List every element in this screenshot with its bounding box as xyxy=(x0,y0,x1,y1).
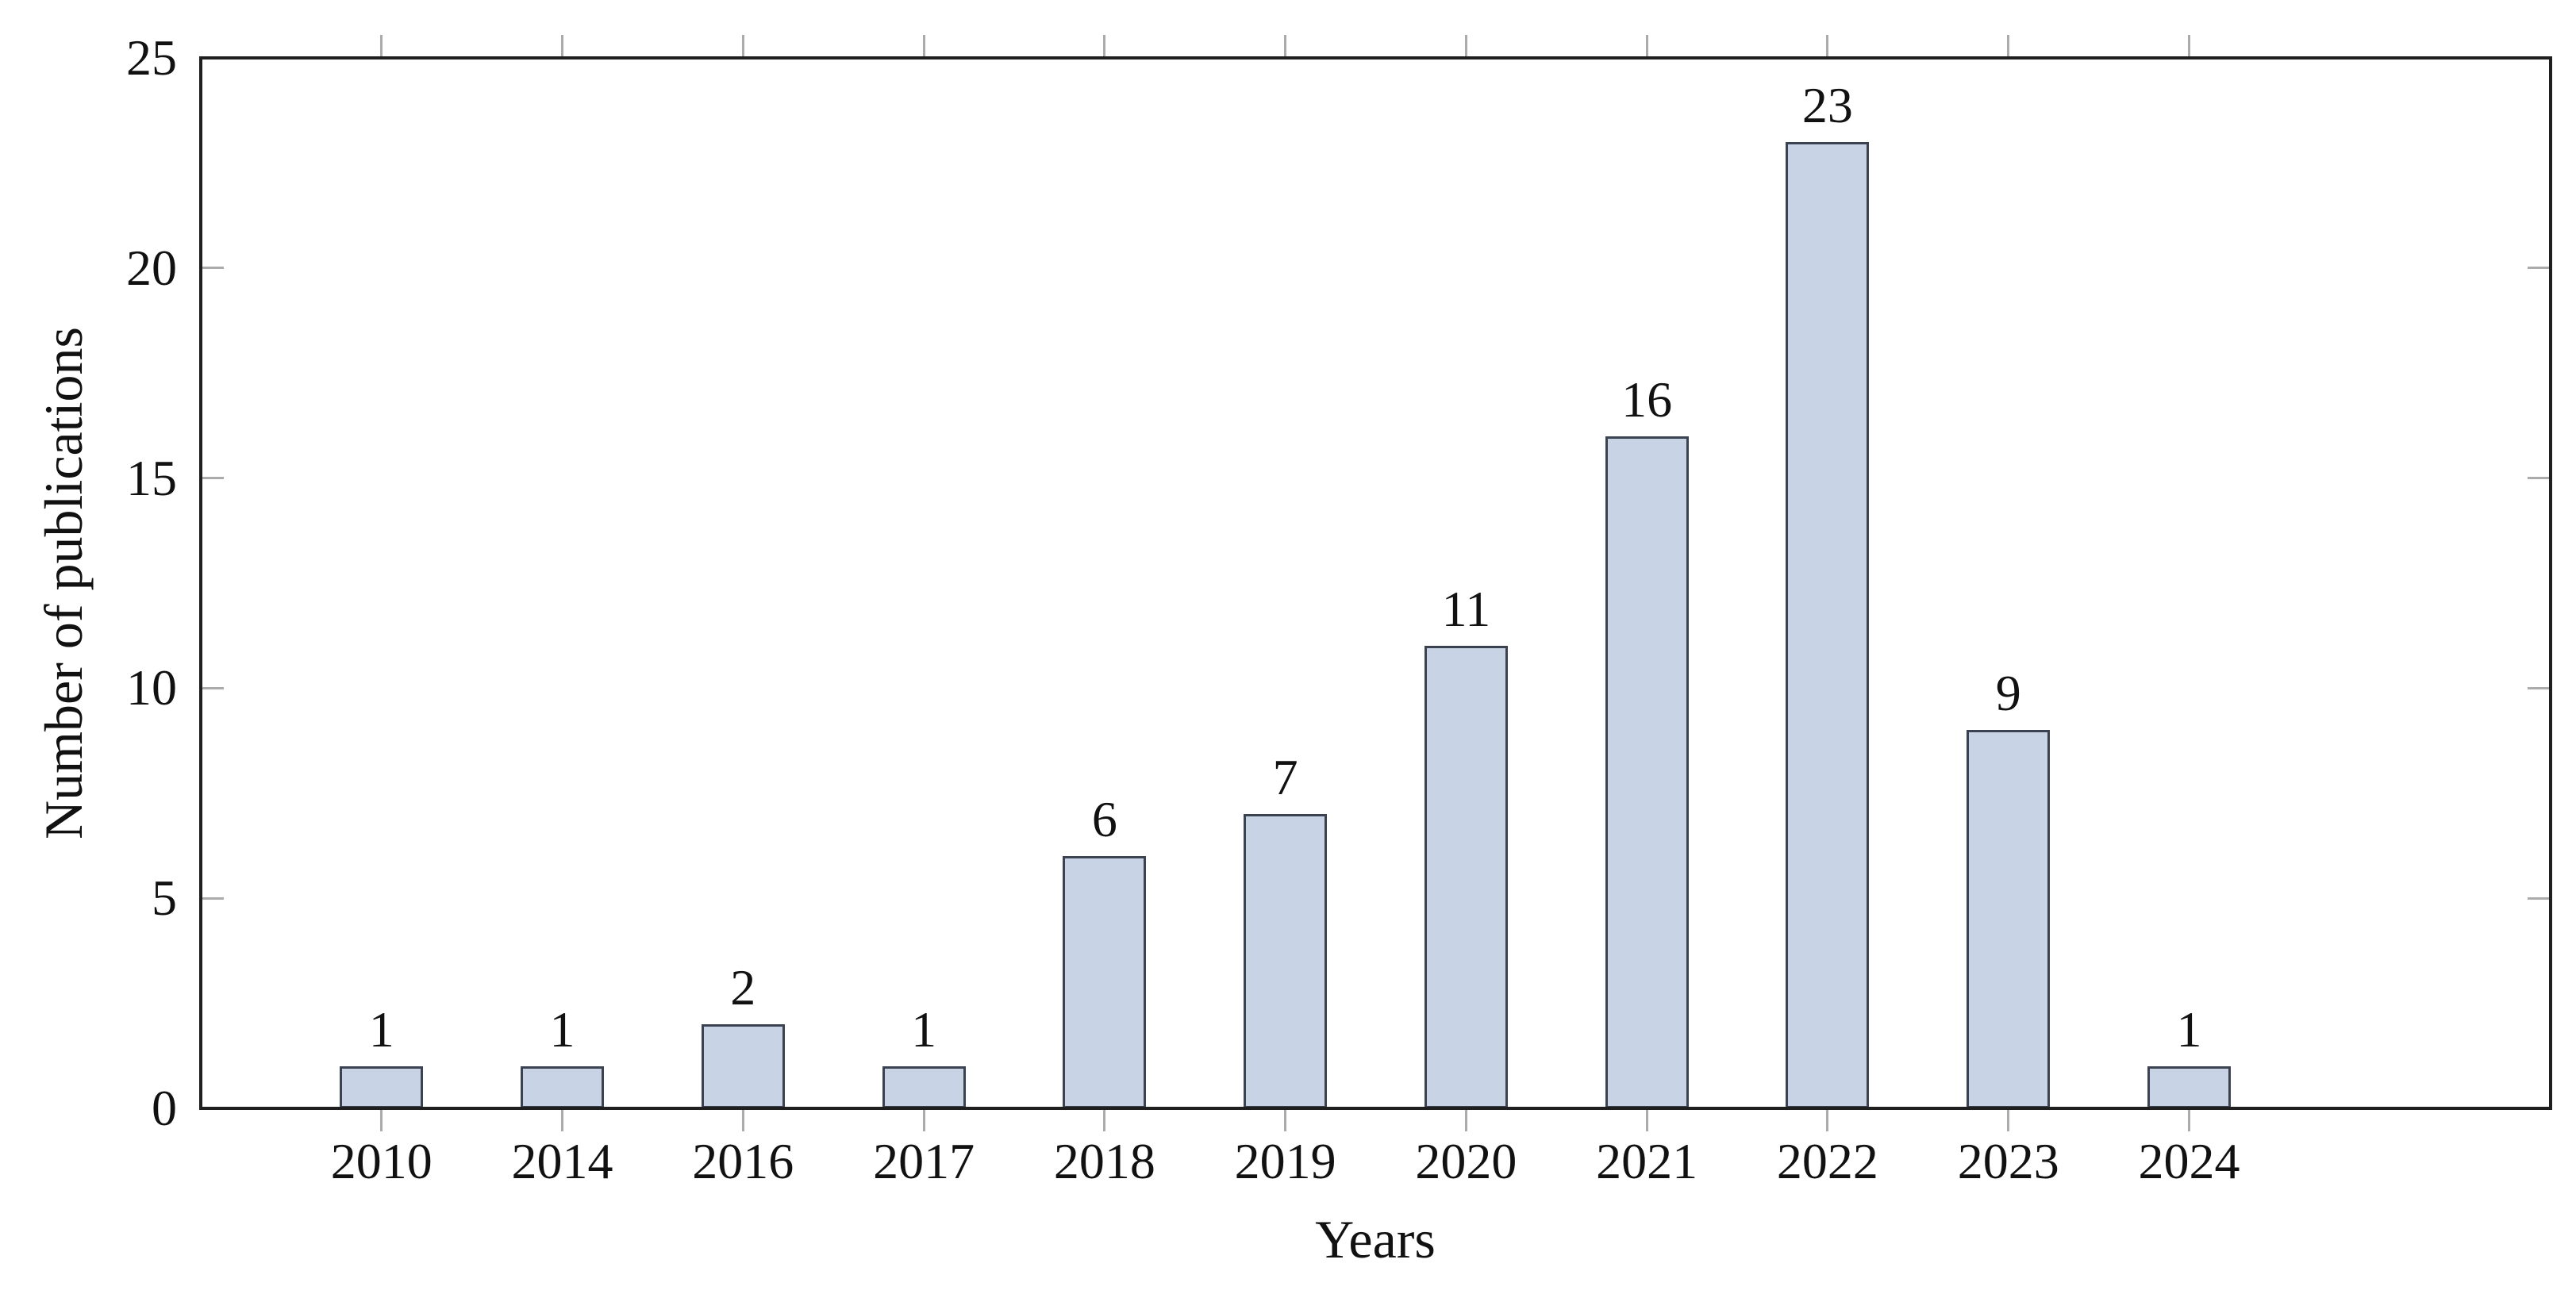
x-tick-bottom-2022 xyxy=(1826,1110,1829,1131)
x-tick-top-2024 xyxy=(2187,35,2190,56)
y-tick-label-15: 15 xyxy=(126,449,177,506)
y-tick-right-5 xyxy=(2528,897,2549,900)
bar-value-label-2018: 6 xyxy=(1091,791,1117,848)
x-tick-top-2022 xyxy=(1826,35,1829,56)
bar-2016 xyxy=(701,1024,785,1108)
x-tick-label-2017: 2017 xyxy=(873,1133,975,1189)
x-tick-bottom-2017 xyxy=(922,1110,925,1131)
y-tick-label-20: 20 xyxy=(126,239,177,296)
x-tick-bottom-2014 xyxy=(561,1110,564,1131)
bar-value-label-2016: 2 xyxy=(730,959,756,1016)
x-tick-label-2016: 2016 xyxy=(692,1133,794,1189)
x-tick-bottom-2010 xyxy=(380,1110,383,1131)
x-tick-bottom-2021 xyxy=(1645,1110,1648,1131)
bar-value-label-2022: 23 xyxy=(1801,76,1853,133)
bar-value-label-2020: 11 xyxy=(1441,581,1491,638)
bar-2010 xyxy=(340,1066,424,1108)
y-tick-label-0: 0 xyxy=(152,1080,177,1136)
bar-2020 xyxy=(1424,646,1508,1108)
y-tick-left-5 xyxy=(202,897,224,900)
bar-2021 xyxy=(1605,436,1689,1108)
x-tick-bottom-2019 xyxy=(1284,1110,1287,1131)
x-tick-bottom-2024 xyxy=(2187,1110,2190,1131)
x-tick-top-2020 xyxy=(1464,35,1467,56)
bar-2018 xyxy=(1063,856,1147,1108)
bar-value-label-2017: 1 xyxy=(911,1001,937,1058)
bar-value-label-2010: 1 xyxy=(368,1001,394,1058)
y-tick-right-15 xyxy=(2528,477,2549,480)
x-tick-top-2010 xyxy=(380,35,383,56)
bar-2022 xyxy=(1786,141,1870,1108)
x-tick-bottom-2023 xyxy=(2007,1110,2010,1131)
plot-frame xyxy=(199,56,2552,1110)
y-tick-label-25: 25 xyxy=(126,29,177,86)
x-tick-label-2019: 2019 xyxy=(1234,1133,1336,1189)
x-tick-bottom-2016 xyxy=(741,1110,744,1131)
x-tick-top-2014 xyxy=(561,35,564,56)
bar-2017 xyxy=(882,1066,966,1108)
x-tick-label-2014: 2014 xyxy=(511,1133,613,1189)
x-tick-label-2024: 2024 xyxy=(2138,1133,2240,1189)
bar-value-label-2019: 7 xyxy=(1272,749,1298,806)
x-tick-label-2022: 2022 xyxy=(1776,1133,1878,1189)
x-tick-label-2021: 2021 xyxy=(1596,1133,1698,1189)
x-tick-top-2016 xyxy=(741,35,744,56)
y-tick-right-20 xyxy=(2528,267,2549,270)
x-tick-bottom-2018 xyxy=(1103,1110,1106,1131)
x-tick-label-2010: 2010 xyxy=(330,1133,433,1189)
bar-2014 xyxy=(521,1066,605,1108)
bar-2019 xyxy=(1244,814,1328,1108)
y-tick-label-10: 10 xyxy=(126,659,177,716)
y-tick-left-20 xyxy=(202,267,224,270)
x-tick-top-2023 xyxy=(2007,35,2010,56)
x-tick-label-2020: 2020 xyxy=(1415,1133,1517,1189)
x-tick-top-2018 xyxy=(1103,35,1106,56)
x-axis-title: Years xyxy=(1315,1209,1436,1269)
bar-2023 xyxy=(1967,730,2051,1108)
y-tick-label-5: 5 xyxy=(152,870,177,927)
y-tick-right-10 xyxy=(2528,686,2549,689)
x-tick-label-2018: 2018 xyxy=(1053,1133,1155,1189)
y-axis-title: Number of publications xyxy=(33,327,94,839)
bar-value-label-2021: 16 xyxy=(1621,371,1673,428)
x-tick-bottom-2020 xyxy=(1464,1110,1467,1131)
y-tick-left-10 xyxy=(202,686,224,689)
bar-value-label-2023: 9 xyxy=(1995,665,2021,722)
x-tick-label-2023: 2023 xyxy=(1957,1133,2059,1189)
bar-2024 xyxy=(2147,1066,2231,1108)
x-tick-top-2019 xyxy=(1284,35,1287,56)
bar-value-label-2014: 1 xyxy=(549,1001,575,1058)
bar-value-label-2024: 1 xyxy=(2176,1001,2202,1058)
x-tick-top-2021 xyxy=(1645,35,1648,56)
x-tick-top-2017 xyxy=(922,35,925,56)
y-tick-left-15 xyxy=(202,477,224,480)
